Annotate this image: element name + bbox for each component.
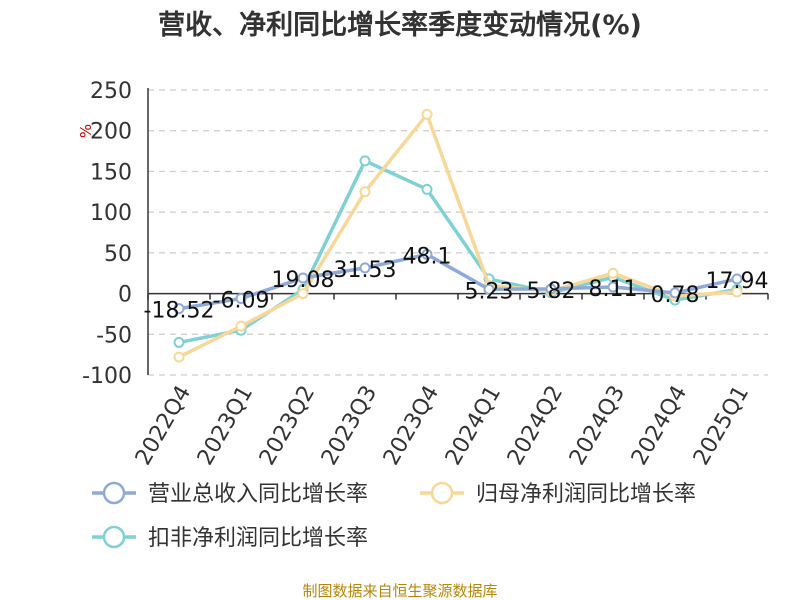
data-label: -18.52 [144, 299, 215, 324]
legend-item[interactable]: 扣非净利润同比增长率 [92, 525, 368, 551]
data-label: 5.23 [465, 279, 514, 304]
data-point [421, 248, 433, 260]
legend-marker [102, 525, 126, 549]
data-label: -6.09 [213, 289, 270, 314]
data-point [359, 262, 371, 274]
data-point [359, 186, 371, 198]
data-point [297, 272, 309, 284]
chart-title: 营收、净利同比增长率季度变动情况(%) [158, 9, 642, 41]
data-point [235, 320, 247, 332]
legend-item[interactable]: 归母净利润同比增长率 [420, 481, 696, 507]
axes: 250 200 150 100 50 0 -50 -1002022Q42023Q12023Q2… [82, 79, 769, 470]
y-tick-label: -50 [96, 323, 132, 348]
legend-marker [102, 481, 126, 505]
x-tick-label: 2024Q4 [627, 382, 692, 470]
data-point [359, 155, 371, 167]
data-point [669, 287, 681, 299]
x-tick-label: 2025Q1 [689, 382, 754, 470]
y-tick-label: 250 [90, 79, 132, 104]
data-point [173, 303, 185, 315]
data-point [173, 351, 185, 363]
x-tick-label: 2024Q3 [565, 382, 630, 470]
y-tick-label: 200 [90, 120, 132, 145]
x-tick-label: 2023Q1 [193, 382, 258, 470]
data-point [421, 183, 433, 195]
data-label: 8.11 [589, 277, 638, 302]
data-label: 17.94 [706, 269, 769, 294]
x-tick-label: 2023Q3 [317, 382, 382, 470]
y-tick-label: -100 [82, 364, 132, 389]
legend-label: 归母净利润同比增长率 [476, 482, 696, 507]
x-tick-label: 2023Q2 [255, 382, 320, 470]
data-label: 31.53 [334, 258, 397, 283]
data-point [545, 283, 557, 295]
data-point [731, 273, 743, 285]
legend-label: 扣非净利润同比增长率 [148, 526, 368, 551]
source-note: 制图数据来自恒生聚源数据库 [302, 582, 497, 600]
data-point [421, 108, 433, 120]
data-label: 5.82 [527, 279, 576, 304]
y-tick-label: 0 [118, 283, 132, 308]
data-point [483, 283, 495, 295]
data-label: 19.08 [272, 268, 335, 293]
data-point [607, 267, 619, 279]
data-label: 48.1 [403, 244, 452, 269]
x-tick-label: 2022Q4 [131, 382, 196, 470]
data-label: 0.78 [651, 283, 700, 308]
x-tick-label: 2024Q1 [441, 382, 506, 470]
legend-marker [430, 481, 454, 505]
x-tick-label: 2024Q2 [503, 382, 568, 470]
data-point [173, 336, 185, 348]
data-point [731, 286, 743, 298]
y-tick-label: 100 [90, 201, 132, 226]
legend-label: 营业总收入同比增长率 [148, 482, 368, 507]
data-point [235, 293, 247, 305]
y-tick-label: 150 [90, 160, 132, 185]
data-point [607, 281, 619, 293]
series-layer [173, 108, 743, 363]
data-point [297, 288, 309, 300]
series-line-1 [177, 112, 739, 359]
grid [148, 89, 768, 376]
y-tick-label: 50 [104, 242, 132, 267]
series-line-0 [177, 252, 739, 311]
x-tick-label: 2023Q4 [379, 382, 444, 470]
y-axis-unit: % [77, 124, 95, 138]
legend-item[interactable]: 营业总收入同比增长率 [92, 481, 368, 507]
